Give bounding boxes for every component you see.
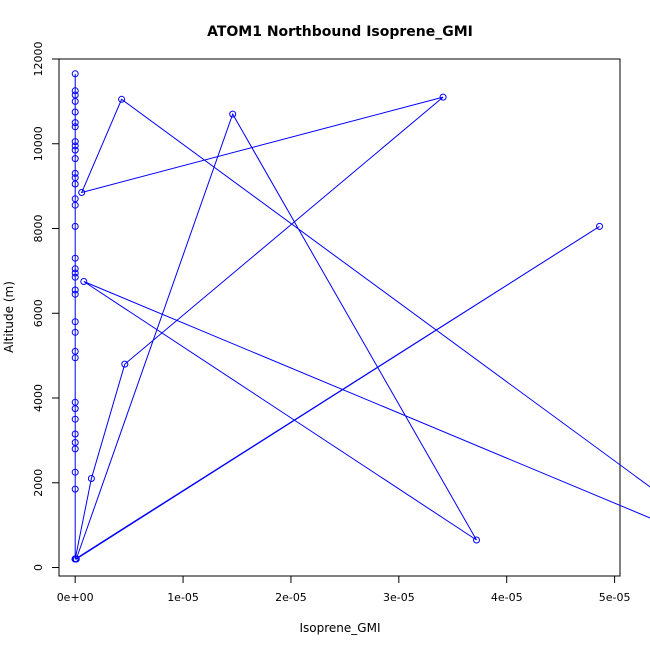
y-tick-label: 6000 [32,299,45,327]
y-tick-label: 12000 [32,42,45,77]
y-tick-label: 0 [32,564,45,571]
data-point [71,328,79,336]
x-tick-label: 2e-05 [275,591,307,604]
data-point [71,180,79,188]
data-point [71,123,79,131]
data-point [71,269,79,277]
data-point [118,95,126,103]
data-point [71,485,79,493]
data-point [71,169,79,177]
data-point [121,360,129,368]
data-point [71,142,79,150]
data-point [71,97,79,105]
y-axis: 0 2000 4000 6000 8000 10000 12000 [32,42,60,571]
data-point [71,430,79,438]
data-point [71,108,79,116]
y-tick-label: 8000 [32,215,45,243]
data-point [71,119,79,127]
y-tick-label: 4000 [32,384,45,412]
data-point [229,110,237,118]
data-point [71,415,79,423]
x-axis: 0e+00 1e-05 2e-05 3e-05 4e-05 5e-05 [57,575,631,604]
data-point [78,189,86,196]
data-point [80,278,88,285]
data-point [71,405,79,413]
data-point [87,475,95,482]
x-tick-label: 1e-05 [167,591,199,604]
data-point [71,555,79,563]
x-tick-label: 4e-05 [491,591,523,604]
data-point [71,155,79,163]
x-tick-label: 3e-05 [383,591,415,604]
data-point [71,286,79,294]
series-layer [71,70,650,563]
x-axis-label: Isoprene_GMI [300,621,381,635]
y-axis-label: Altitude (m) [2,281,16,353]
x-tick-label: 0e+00 [57,591,94,604]
data-point [71,265,79,273]
data-point [71,445,79,453]
data-point [71,146,79,154]
x-tick-label: 5e-05 [599,591,631,604]
series-line [74,73,650,561]
y-tick-label: 2000 [32,469,45,497]
data-point [71,87,79,95]
y-tick-label: 10000 [32,126,45,161]
data-point [71,318,79,326]
data-point [71,273,79,281]
data-point [71,222,79,230]
data-point [71,468,79,476]
data-point [596,222,603,230]
data-point [439,93,447,101]
data-point [71,138,79,146]
data-point [71,201,79,209]
data-point [71,290,79,298]
data-point [473,536,480,544]
data-point [71,70,79,78]
chart-title: ATOM1 Northbound Isoprene_GMI [207,24,473,40]
data-point [71,254,79,262]
data-point [71,354,79,362]
